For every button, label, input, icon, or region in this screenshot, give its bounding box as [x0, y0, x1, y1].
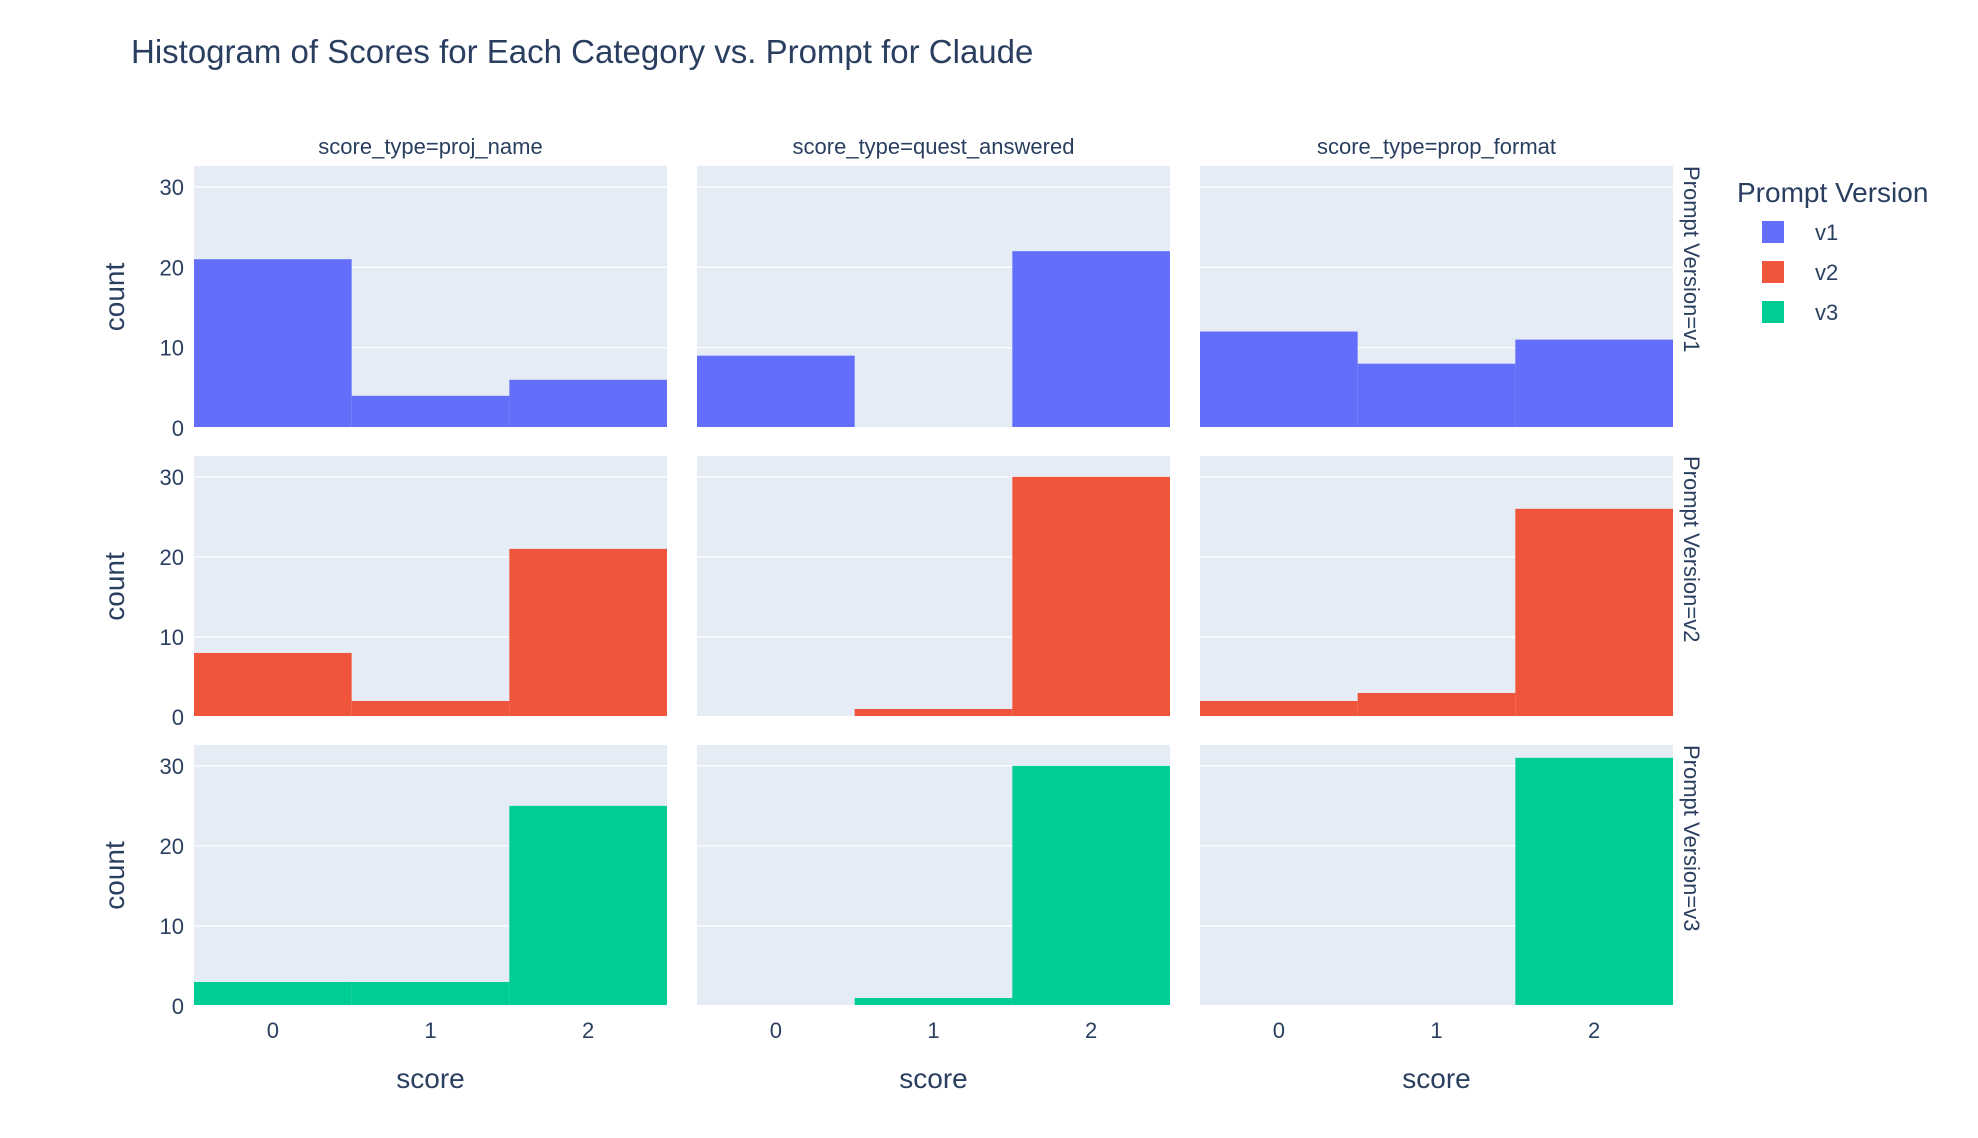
- panel-v2-prop_format: [1200, 456, 1673, 718]
- x-axis-title: score: [899, 1063, 967, 1094]
- legend-swatch-v1[interactable]: [1762, 221, 1784, 243]
- y-tick-label: 30: [160, 175, 184, 200]
- x-tick-label: 2: [1085, 1018, 1097, 1043]
- panel-v1-proj_name: [194, 166, 667, 429]
- panel-v1-quest_answered: [697, 166, 1170, 429]
- x-tick-label: 0: [770, 1018, 782, 1043]
- legend-swatch-v2[interactable]: [1762, 261, 1784, 283]
- chart-title: Histogram of Scores for Each Category vs…: [131, 33, 1033, 70]
- bar-v2-proj_name-score-0: [194, 652, 352, 717]
- y-tick-label: 0: [172, 416, 184, 441]
- panel-v2-quest_answered: [697, 456, 1170, 718]
- panel-v1-prop_format: [1200, 166, 1673, 429]
- y-tick-label: 0: [172, 994, 184, 1019]
- bar-v3-proj_name-score-0: [194, 981, 352, 1006]
- facet-panels: score_type=proj_name score_type=quest_ans…: [99, 134, 1704, 1094]
- facet-title-proj_name: score_type=proj_name: [318, 134, 542, 159]
- y-axis-title-v3: count: [99, 841, 130, 910]
- y-axis-title-v2: count: [99, 552, 130, 621]
- x-tick-label: 0: [1273, 1018, 1285, 1043]
- legend-swatch-v3[interactable]: [1762, 301, 1784, 323]
- y-tick-label: 0: [172, 705, 184, 730]
- bar-v1-proj_name-score-0: [194, 259, 352, 428]
- x-tick-label: 0: [267, 1018, 279, 1043]
- legend-label-v1[interactable]: v1: [1815, 220, 1838, 245]
- bar-v3-prop_format-score-2: [1515, 757, 1673, 1006]
- bar-v1-proj_name-score-1: [351, 395, 510, 428]
- bar-v3-quest_answered-score-1: [854, 997, 1013, 1006]
- x-tick-label: 1: [424, 1018, 436, 1043]
- legend-label-v2[interactable]: v2: [1815, 260, 1838, 285]
- bar-v1-proj_name-score-2: [509, 379, 667, 428]
- legend-title: Prompt Version: [1737, 177, 1928, 208]
- facet-title-prop_format: score_type=prop_format: [1317, 134, 1556, 159]
- x-tick-label: 1: [1430, 1018, 1442, 1043]
- x-axis-title: score: [1402, 1063, 1470, 1094]
- y-tick-label: 30: [160, 465, 184, 490]
- facet-title-quest_answered: score_type=quest_answered: [793, 134, 1075, 159]
- panel-v3-prop_format: [1200, 745, 1673, 1007]
- bar-v3-proj_name-score-2: [509, 805, 667, 1006]
- bar-v2-prop_format-score-2: [1515, 508, 1673, 717]
- y-tick-label: 20: [160, 834, 184, 859]
- panel-v3-proj_name: [194, 745, 667, 1007]
- panel-v2-proj_name: [194, 456, 667, 718]
- x-axis-title: score: [396, 1063, 464, 1094]
- bar-v3-proj_name-score-1: [351, 981, 510, 1006]
- bar-v2-proj_name-score-1: [351, 700, 510, 717]
- x-tick-label: 2: [582, 1018, 594, 1043]
- y-tick-label: 10: [160, 336, 184, 361]
- y-tick-label: 20: [160, 255, 184, 280]
- legend: Prompt Version v1 v2 v3: [1737, 177, 1928, 325]
- bar-v2-proj_name-score-2: [509, 548, 667, 717]
- x-tick-label: 1: [927, 1018, 939, 1043]
- x-tick-label: 2: [1588, 1018, 1600, 1043]
- bar-v2-quest_answered-score-1: [854, 708, 1013, 717]
- bar-v2-prop_format-score-0: [1200, 700, 1358, 717]
- facet-row-title-v3: Prompt Version=v3: [1679, 745, 1704, 931]
- facet-row-title-v2: Prompt Version=v2: [1679, 456, 1704, 642]
- bar-v3-quest_answered-score-2: [1012, 765, 1170, 1006]
- facet-row-title-v1: Prompt Version=v1: [1679, 166, 1704, 352]
- y-tick-label: 10: [160, 625, 184, 650]
- y-tick-label: 30: [160, 754, 184, 779]
- y-tick-label: 20: [160, 545, 184, 570]
- legend-label-v3[interactable]: v3: [1815, 300, 1838, 325]
- y-axis-title-v1: count: [99, 263, 130, 332]
- bar-v2-quest_answered-score-2: [1012, 476, 1170, 717]
- bar-v1-prop_format-score-0: [1200, 331, 1358, 428]
- panel-v3-quest_answered: [697, 745, 1170, 1007]
- bar-v2-prop_format-score-1: [1357, 692, 1516, 717]
- bar-v1-quest_answered-score-2: [1012, 251, 1170, 428]
- bar-v1-prop_format-score-2: [1515, 339, 1673, 428]
- y-tick-label: 10: [160, 914, 184, 939]
- bar-v1-prop_format-score-1: [1357, 363, 1516, 428]
- bar-v1-quest_answered-score-0: [697, 355, 855, 428]
